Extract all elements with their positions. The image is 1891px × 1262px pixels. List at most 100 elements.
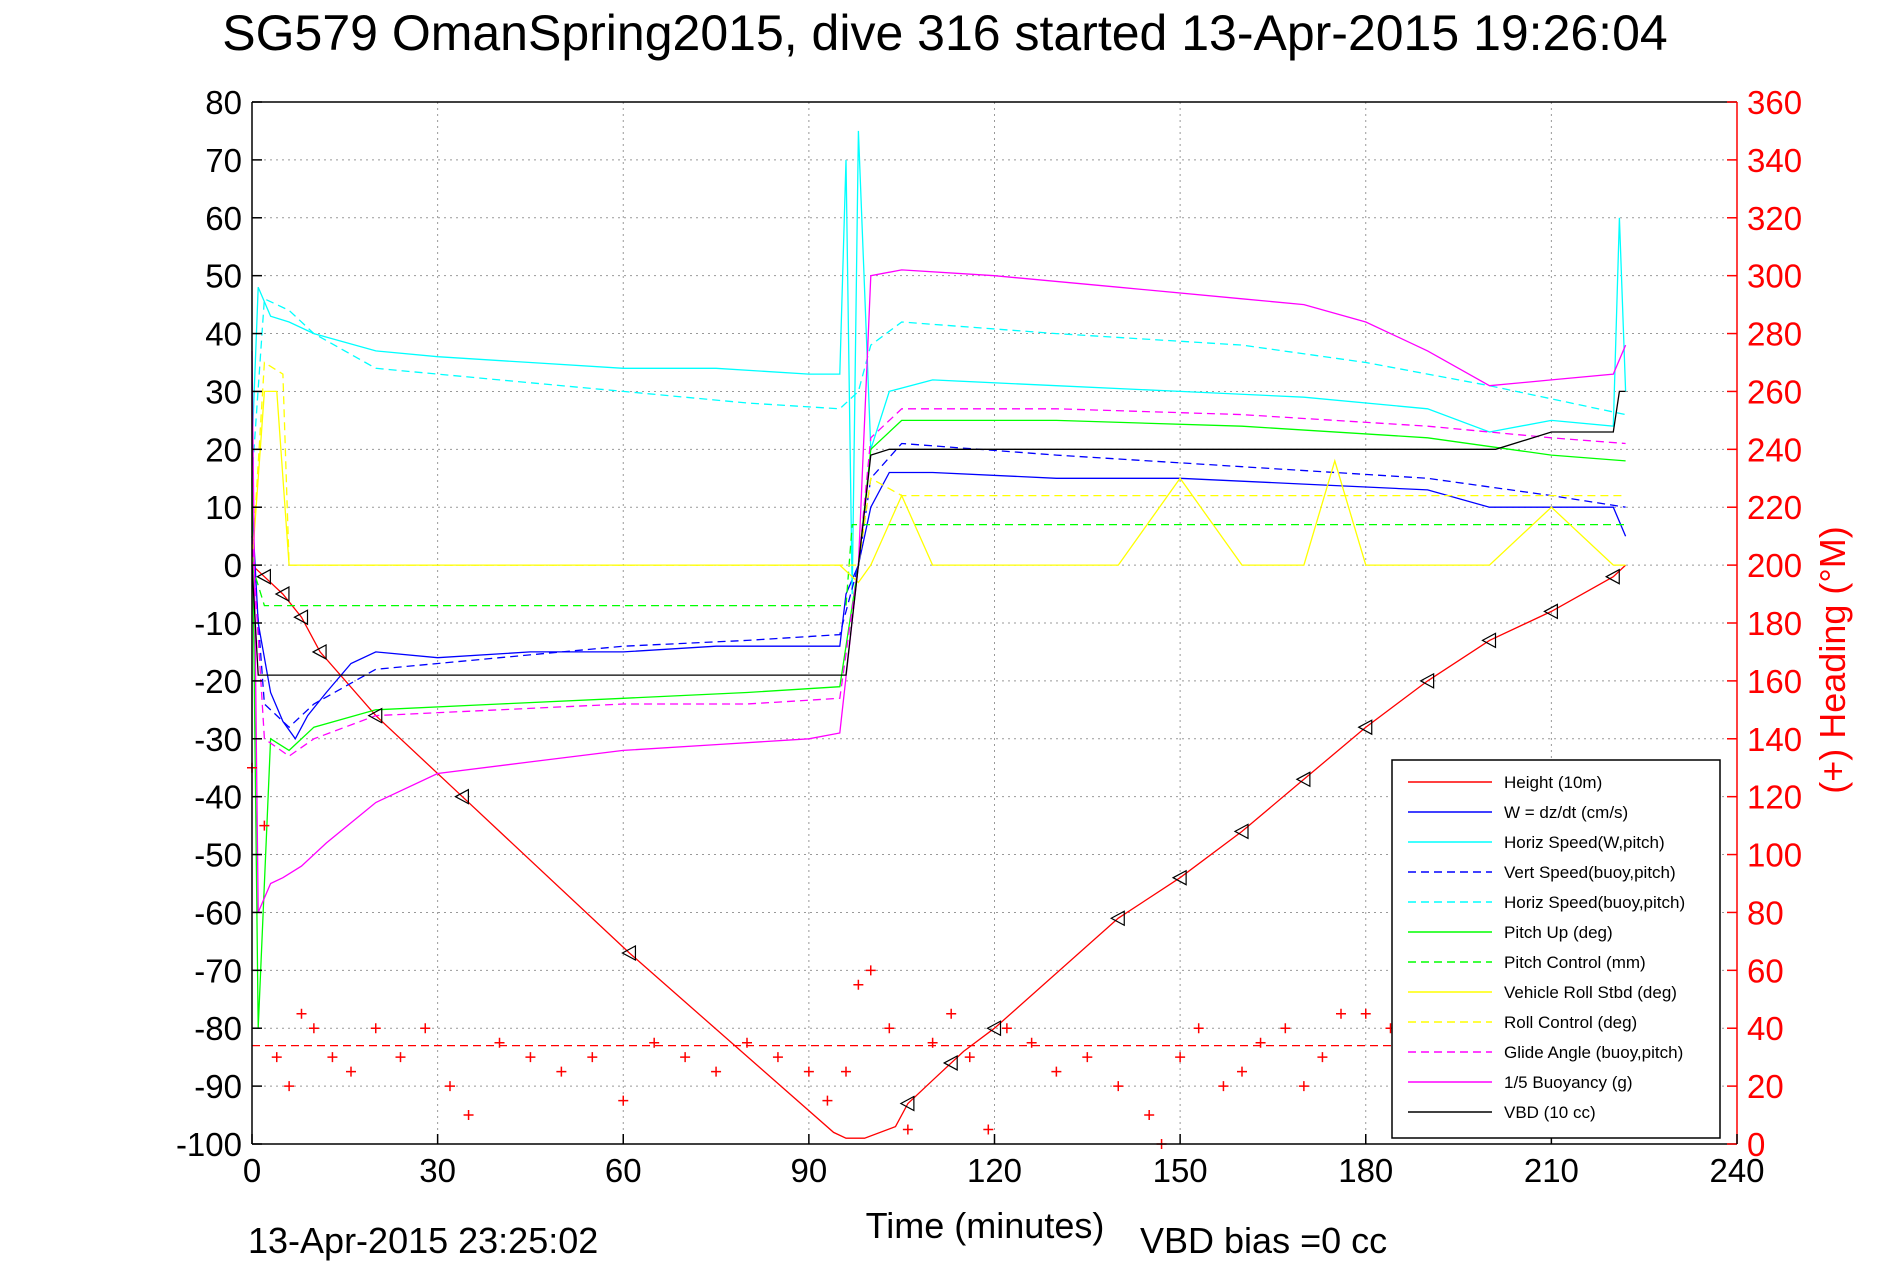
- right-tick-label: 200: [1747, 547, 1802, 584]
- heading-point: [1175, 1052, 1186, 1063]
- y-tick-label: -20: [194, 663, 242, 700]
- heading-point: [902, 1124, 913, 1135]
- height-marker: [311, 643, 327, 660]
- heading-point: [711, 1066, 722, 1077]
- right-tick-label: 140: [1747, 721, 1802, 758]
- heading-point: [327, 1052, 338, 1063]
- right-tick-label: 0: [1747, 1126, 1765, 1163]
- height-marker: [454, 788, 469, 805]
- legend-label: Pitch Control (mm): [1504, 953, 1646, 972]
- height-marker: [1357, 719, 1373, 736]
- right-axis-label: (+) Heading (°M): [1812, 526, 1853, 793]
- y-tick-label: 80: [205, 84, 242, 121]
- right-tick-label: 320: [1747, 200, 1802, 237]
- right-tick-label: 80: [1747, 894, 1784, 931]
- series-line-2: [251, 130, 1627, 595]
- heading-point: [841, 1066, 851, 1077]
- right-tick-label: 120: [1747, 779, 1802, 816]
- right-tick-label: 360: [1747, 84, 1802, 121]
- heading-point: [1193, 1023, 1204, 1034]
- right-tick-label: 220: [1747, 489, 1802, 526]
- y-tick-label: 10: [205, 489, 242, 526]
- heading-point: [1113, 1081, 1124, 1092]
- legend-label: VBD (10 cc): [1504, 1103, 1596, 1122]
- heading-point: [680, 1052, 691, 1063]
- x-axis-label: Time (minutes): [866, 1205, 1105, 1246]
- y-tick-label: 60: [205, 200, 242, 237]
- right-tick-label: 20: [1747, 1068, 1784, 1105]
- right-tick-label: 300: [1747, 258, 1802, 295]
- y-tick-label: -100: [176, 1126, 242, 1163]
- height-marker: [1419, 672, 1435, 689]
- x-tick-label: 240: [1709, 1152, 1764, 1189]
- y-tick-label: -10: [194, 605, 242, 642]
- height-marker: [1543, 603, 1558, 620]
- heading-point: [983, 1124, 994, 1135]
- y-tick-label: -90: [194, 1068, 242, 1105]
- vbd-bias: VBD bias =0 cc: [1140, 1220, 1387, 1261]
- heading-point: [1082, 1052, 1093, 1063]
- right-tick-label: 240: [1747, 431, 1802, 468]
- legend-label: Pitch Up (deg): [1504, 923, 1613, 942]
- legend-label: Vehicle Roll Stbd (deg): [1504, 983, 1677, 1002]
- axes: [251, 101, 1738, 1145]
- legend-label: Vert Speed(buoy,pitch): [1504, 863, 1676, 882]
- height-marker: [1481, 632, 1497, 649]
- heading-point: [556, 1066, 567, 1077]
- y-tick-label: -70: [194, 952, 242, 989]
- legend-label: Horiz Speed(W,pitch): [1504, 833, 1665, 852]
- x-tick-label: 210: [1524, 1152, 1579, 1189]
- heading-point: [822, 1095, 833, 1106]
- heading-point: [1218, 1081, 1229, 1092]
- series-line-6: [251, 523, 1626, 607]
- legend-label: Glide Angle (buoy,pitch): [1504, 1043, 1683, 1062]
- y-tick-label: 30: [205, 373, 242, 410]
- heading-point: [308, 1023, 319, 1034]
- x-tick-label: 0: [243, 1152, 261, 1189]
- y-tick-label: 50: [205, 258, 242, 295]
- height-marker: [621, 944, 637, 961]
- right-tick-label: 260: [1747, 373, 1802, 410]
- heading-point: [1001, 1023, 1012, 1034]
- end-timestamp: 13-Apr-2015 23:25:02: [248, 1220, 598, 1261]
- height-marker: [1171, 869, 1187, 886]
- heading-point: [445, 1081, 455, 1092]
- y-tick-label: -80: [194, 1010, 242, 1047]
- y-tick-label: 20: [205, 431, 242, 468]
- heading-point: [420, 1023, 431, 1034]
- heading-point: [649, 1037, 660, 1048]
- heading-point: [618, 1095, 629, 1106]
- x-tick-label: 30: [419, 1152, 456, 1189]
- heading-point: [1051, 1066, 1062, 1077]
- height-marker: [1604, 568, 1620, 585]
- right-tick-label: 60: [1747, 952, 1784, 989]
- heading-point: [370, 1023, 381, 1034]
- x-tick-label: 150: [1153, 1152, 1208, 1189]
- right-tick-label: 280: [1747, 316, 1802, 353]
- right-tick-label: 40: [1747, 1010, 1784, 1047]
- height-marker: [256, 568, 271, 585]
- heading-point: [395, 1052, 406, 1063]
- series-line-8: [251, 361, 1626, 566]
- heading-point: [1360, 1008, 1371, 1019]
- tick-labels: 80706050403020100-10-20-30-40-50-60-70-8…: [176, 84, 1802, 1189]
- series-line-0: [251, 564, 1627, 1139]
- heading-point: [1280, 1023, 1291, 1034]
- y-tick-label: -60: [194, 894, 242, 931]
- height-markers: [256, 568, 1620, 1112]
- y-tick-label: -40: [194, 779, 242, 816]
- heading-point: [946, 1008, 957, 1019]
- legend-label: 1/5 Buoyancy (g): [1504, 1073, 1633, 1092]
- x-tick-label: 120: [967, 1152, 1022, 1189]
- series-line-9: [251, 408, 1626, 757]
- x-tick-label: 60: [605, 1152, 642, 1189]
- height-marker: [1109, 910, 1125, 927]
- heading-point: [259, 820, 270, 831]
- heading-point: [1336, 1008, 1346, 1019]
- heading-point: [346, 1066, 356, 1077]
- right-tick-label: 340: [1747, 142, 1802, 179]
- height-marker: [942, 1054, 958, 1071]
- heading-point: [1298, 1081, 1309, 1092]
- height-marker: [1233, 823, 1249, 840]
- series-line-1: [251, 471, 1627, 741]
